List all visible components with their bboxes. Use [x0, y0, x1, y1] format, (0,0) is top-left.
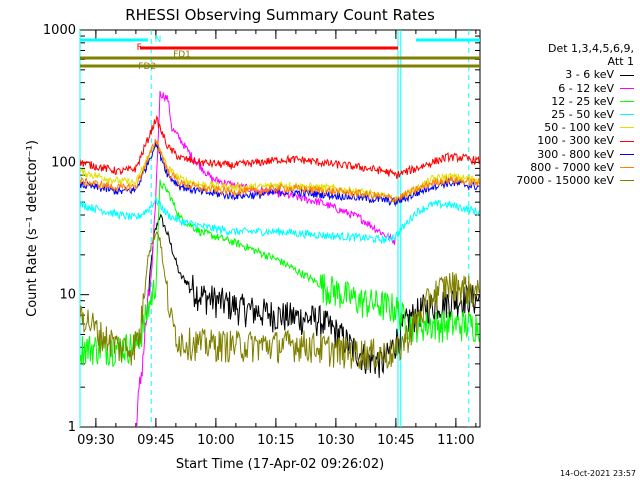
legend-entry-label: 100 - 300 keV	[537, 134, 614, 148]
legend-entry-label: 800 - 7000 keV	[530, 160, 614, 174]
legend-entry: 12 - 25 keV	[474, 95, 634, 108]
chart-title: RHESSI Observing Summary Count Rates	[125, 6, 435, 24]
legend-rows: 3 - 6 keV 6 - 12 keV 12 - 25 keV 25 - 50 ke…	[474, 68, 634, 187]
legend-header-line-1: Det 1,3,4,5,6,9,	[547, 42, 634, 55]
x-tick-label: 09:30	[77, 433, 114, 448]
x-tick-label: 10:00	[197, 433, 234, 448]
x-tick-label: 09:45	[137, 433, 174, 448]
legend: Det 1,3,4,5,6,9, Att 1 3 - 6 keV 6 - 12 k…	[474, 42, 634, 187]
y-tick-label: 1	[68, 420, 76, 435]
legend-entry: 7000 - 15000 keV	[474, 174, 634, 187]
state-bar-label: FD2	[138, 62, 156, 72]
y-tick-label: 1000	[43, 23, 76, 38]
series-line-3	[80, 196, 480, 244]
legend-swatch	[620, 127, 634, 129]
legend-entry-label: 6 - 12 keV	[558, 81, 614, 95]
y-axis-label: Count Rate (s⁻¹ detector⁻¹)	[25, 140, 40, 317]
legend-entry-label: 25 - 50 keV	[551, 108, 614, 122]
x-tick-label: 10:30	[317, 433, 354, 448]
footer-timestamp: 14-Oct-2021 23:57	[560, 469, 636, 478]
series-line-1	[135, 90, 396, 427]
plot-frame	[79, 29, 481, 428]
legend-entry-label: 3 - 6 keV	[565, 68, 614, 82]
legend-entry: 3 - 6 keV	[474, 68, 634, 81]
legend-entry: 300 - 800 keV	[474, 148, 634, 161]
legend-entry: 6 - 12 keV	[474, 82, 634, 95]
legend-swatch	[620, 153, 634, 155]
legend-swatch	[620, 100, 634, 102]
series-line-4	[80, 140, 480, 205]
plot-area: 1 10 100 1000 09:30 09:45 10:00 10:15 10:30 10:45…	[43, 23, 481, 448]
x-axis-label: Start Time (17-Apr-02 09:26:02)	[176, 457, 384, 472]
legend-swatch	[620, 180, 634, 182]
x-tick-label: 11:00	[437, 433, 474, 448]
legend-swatch	[620, 140, 634, 142]
legend-entry: 800 - 7000 keV	[474, 161, 634, 174]
state-bar-label: N	[155, 35, 162, 45]
legend-entry-label: 7000 - 15000 keV	[516, 174, 614, 188]
legend-entry-label: 50 - 100 keV	[544, 121, 614, 135]
series-line-0	[147, 213, 480, 378]
legend-swatch	[620, 74, 634, 76]
legend-header-line-2: Att 1	[607, 55, 634, 69]
y-tick-label: 10	[59, 288, 76, 303]
legend-entry: 50 - 100 keV	[474, 121, 634, 134]
x-tick-label: 10:15	[257, 433, 294, 448]
series-line-8	[80, 230, 480, 371]
series-line-7	[80, 138, 480, 203]
legend-swatch	[620, 114, 634, 116]
legend-entry: 100 - 300 keV	[474, 134, 634, 147]
legend-swatch	[620, 166, 634, 168]
state-bar-label: FD1	[173, 50, 191, 60]
legend-entry-label: 300 - 800 keV	[537, 147, 614, 161]
x-tick-label: 10:45	[377, 433, 414, 448]
y-tick-label: 100	[51, 155, 76, 170]
legend-entry-label: 12 - 25 keV	[551, 94, 614, 108]
series-line-2	[80, 179, 480, 368]
legend-entry: 25 - 50 keV	[474, 108, 634, 121]
legend-swatch	[620, 87, 634, 89]
state-bar-label: F	[137, 43, 142, 53]
series-line-5	[80, 114, 480, 179]
